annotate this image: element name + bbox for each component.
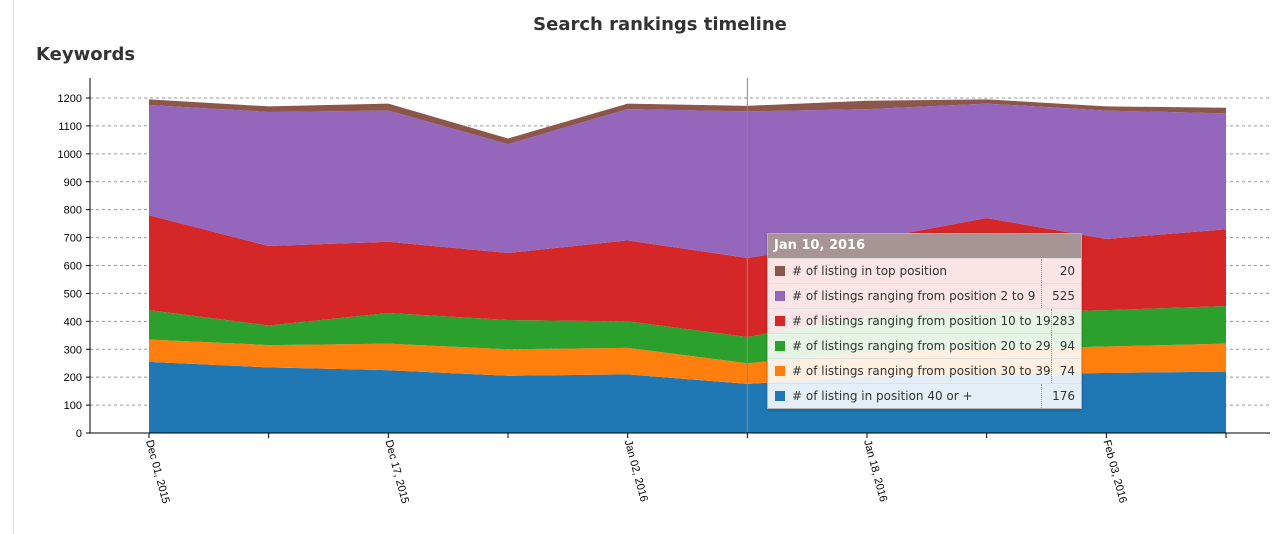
area-p2_9[interactable] — [149, 103, 1226, 258]
y-tick-label: 0 — [76, 428, 82, 440]
tooltip-label: # of listings ranging from position 30 t… — [792, 364, 1051, 378]
legend-swatch-2-9 — [775, 291, 785, 301]
tooltip-value: 283 — [1050, 309, 1081, 333]
tooltip-row: # of listing in top position 20 — [768, 258, 1081, 283]
y-tick-label: 1000 — [58, 149, 82, 161]
y-tick-label: 300 — [64, 344, 82, 356]
chart-tooltip: Jan 10, 2016 # of listing in top positio… — [767, 233, 1082, 409]
y-tick-label: 700 — [64, 233, 82, 245]
tooltip-label: # of listings ranging from position 20 t… — [792, 339, 1051, 353]
tooltip-value: 176 — [1041, 384, 1081, 408]
tooltip-label: # of listing in top position — [792, 264, 948, 278]
area-top[interactable] — [149, 99, 1226, 145]
tooltip-date: Jan 10, 2016 — [768, 234, 1081, 258]
tooltip-label: # of listings ranging from position 2 to… — [792, 289, 1036, 303]
tooltip-value: 20 — [1041, 259, 1081, 283]
y-tick-label: 500 — [64, 288, 82, 300]
tooltip-row: # of listings ranging from position 10 t… — [768, 308, 1081, 333]
y-tick-label: 900 — [64, 177, 82, 189]
tooltip-label: # of listing in position 40 or + — [792, 389, 973, 403]
legend-swatch-10-19 — [775, 316, 785, 326]
y-tick-label: 400 — [64, 316, 82, 328]
tooltip-row: # of listings ranging from position 20 t… — [768, 333, 1081, 358]
y-tick-label: 600 — [64, 261, 82, 273]
page-title: Search rankings timeline — [533, 14, 787, 35]
tooltip-label: # of listings ranging from position 10 t… — [792, 314, 1051, 328]
x-tick-label: Dec 01, 2015 — [143, 439, 172, 505]
y-tick-label: 800 — [64, 205, 82, 217]
legend-swatch-top — [775, 266, 785, 276]
tooltip-row: # of listing in position 40 or + 176 — [768, 383, 1081, 408]
x-tick-label: Jan 02, 2016 — [622, 439, 650, 504]
y-tick-label: 1100 — [58, 121, 82, 133]
y-tick-label: 200 — [64, 372, 82, 384]
y-tick-label: 100 — [64, 400, 82, 412]
tooltip-row: # of listings ranging from position 2 to… — [768, 283, 1081, 308]
tooltip-value: 525 — [1041, 284, 1081, 308]
legend-swatch-40 — [775, 391, 785, 401]
x-tick-label: Feb 03, 2016 — [1100, 439, 1128, 505]
left-border — [13, 0, 14, 534]
y-tick-label: 1200 — [58, 93, 82, 105]
legend-swatch-30-39 — [775, 366, 785, 376]
x-tick-label: Dec 17, 2015 — [382, 439, 411, 505]
legend-swatch-20-29 — [775, 341, 785, 351]
tooltip-row: # of listings ranging from position 30 t… — [768, 358, 1081, 383]
x-tick-label: Jan 18, 2016 — [861, 439, 889, 504]
section-title: Keywords — [36, 44, 136, 65]
tooltip-value: 74 — [1050, 359, 1081, 383]
tooltip-value: 94 — [1050, 334, 1081, 358]
